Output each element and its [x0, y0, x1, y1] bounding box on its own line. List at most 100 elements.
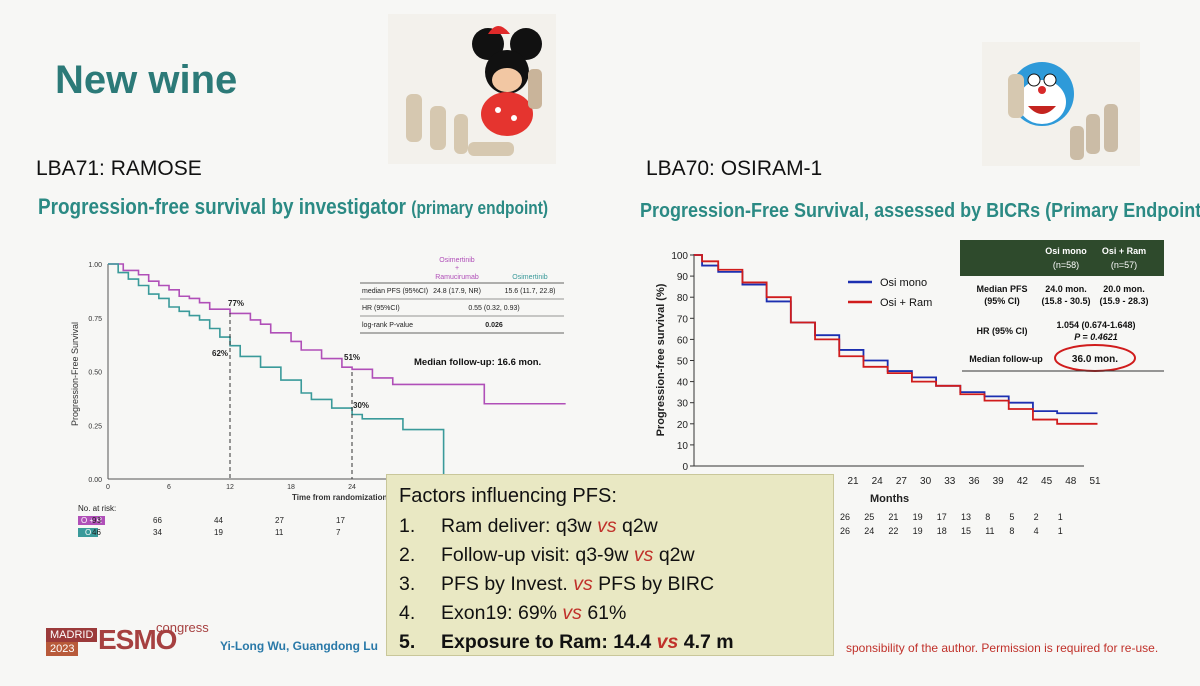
median-pfs-v1-ci: (15.8 - 30.5) — [1041, 296, 1090, 306]
right-km-chart: 0 10 20 30 40 50 60 70 80 90 100 21 24 27 30 33 36 39 42 4… — [655, 240, 1164, 505]
legend-col1-c: Ramucirumab — [435, 274, 479, 281]
factor-item-5: 5. Exposure to Ram: 14.4 vs 4.7 m — [399, 628, 833, 657]
right-x-tick: 24 — [872, 476, 884, 487]
right-y-tick: 0 — [682, 462, 688, 473]
factor-vs-4: vs — [562, 602, 582, 624]
left-chart-title-main: Progression-free survival by investigato… — [38, 194, 407, 219]
factor-item-3: 3. PFS by Invest. vs PFS by BIRC — [399, 570, 833, 599]
right-at-risk-cell: 15 — [961, 526, 972, 536]
curve-osi-ram — [694, 254, 1098, 425]
left-y-tick: 0.25 — [88, 423, 102, 430]
row-p-v1: 0.026 — [485, 322, 503, 329]
at-risk-cell: 11 — [275, 528, 284, 537]
right-study-label: LBA70: OSIRAM-1 — [646, 157, 823, 180]
right-y-label: Progression-free survival (%) — [655, 283, 667, 436]
header-col1-n: (n=58) — [1053, 260, 1079, 270]
factor-vs-2: vs — [633, 544, 654, 566]
right-y-tick: 60 — [677, 335, 689, 346]
right-at-risk: 26 25 21 19 17 13 8 5 2 1 26 24 22 19 18 15 11 8 4 1 — [840, 512, 1080, 542]
right-at-risk-cell: 17 — [936, 512, 947, 522]
right-y-tick: 70 — [677, 314, 689, 325]
right-at-risk-cell: 22 — [888, 526, 899, 536]
annotation-51: 51% — [344, 353, 360, 362]
right-table-header-bg — [960, 240, 1164, 276]
slide-title: New wine — [55, 58, 238, 102]
right-at-risk-cell: 1 — [1057, 512, 1063, 522]
legend-col2: Osimertinib — [512, 274, 548, 281]
esmo-brand: ESMO — [98, 624, 177, 655]
right-at-risk-cell: 18 — [936, 526, 947, 536]
left-x-tick: 0 — [106, 484, 110, 491]
median-pfs-v1: 24.0 mon. — [1045, 284, 1087, 294]
at-risk-cell: 7 — [336, 528, 341, 537]
curve-osimertinib — [108, 263, 445, 479]
right-y-tick: 80 — [677, 293, 689, 304]
esmo-year: 2023 — [46, 642, 79, 656]
row-p-label: log-rank P-value — [362, 322, 413, 329]
factor-text-1a: Ram deliver: q3w — [441, 515, 598, 537]
factor-num-2: 2. — [399, 544, 416, 566]
right-chart-title: Progression-Free Survival, assessed by B… — [640, 200, 1200, 222]
factor-item-1: 1. Ram deliver: q3w vs q2w — [399, 512, 833, 541]
header-col1: Osi mono — [1045, 246, 1087, 256]
right-at-risk-cell: 5 — [1009, 512, 1015, 522]
right-x-tick: 45 — [1041, 476, 1053, 487]
right-x-tick: 48 — [1065, 476, 1077, 487]
right-x-tick: 30 — [920, 476, 932, 487]
factor-num-5: 5. — [399, 631, 416, 653]
right-at-risk-cell: 19 — [912, 512, 923, 522]
right-x-tick: 51 — [1089, 476, 1101, 487]
factor-num-3: 3. — [399, 573, 416, 595]
factor-text-4a: Exon19: 69% — [441, 602, 563, 624]
right-y-tick: 90 — [677, 272, 689, 283]
p-value: P = 0.4621 — [1074, 332, 1117, 342]
right-at-risk-cell: 19 — [912, 526, 923, 536]
factor-text-3a: PFS by Invest. — [441, 573, 574, 595]
left-x-label: Time from randomization [ — [292, 493, 393, 502]
at-risk-cell: 93 — [92, 516, 101, 525]
right-x-tick: 21 — [847, 476, 859, 487]
footer-credit: Yi-Long Wu, Guangdong Lu — [220, 639, 378, 653]
factor-text-2b: q2w — [653, 544, 695, 566]
right-y-tick: 50 — [677, 357, 689, 368]
at-risk-group-mono: O — [78, 528, 99, 537]
left-y-tick: 0.00 — [88, 477, 102, 484]
hr-value: 1.054 (0.674-1.648) — [1056, 320, 1135, 330]
factor-text-5a: Exposure to Ram: 14.4 — [441, 631, 657, 653]
left-chart-title-suffix: (primary endpoint) — [411, 198, 549, 218]
left-at-risk: No. at risk: O + R O 93 66 44 27 17 46 34 19 11 7 — [78, 504, 388, 544]
factor-vs-3: vs — [573, 573, 593, 595]
curve-osimertinib-ramucirumab — [108, 263, 566, 405]
factor-text-5b: 4.7 m — [678, 631, 734, 653]
median-pfs-label2: (95% CI) — [984, 296, 1020, 306]
factors-box: Factors influencing PFS: 1. Ram deliver: … — [386, 474, 834, 656]
right-y-tick: 30 — [677, 399, 689, 410]
right-at-risk-cell: 1 — [1057, 526, 1063, 536]
median-pfs-label: Median PFS — [976, 284, 1027, 294]
factor-vs-5: vs — [656, 631, 679, 653]
esmo-brand-suffix: congress — [156, 620, 209, 635]
right-y-tick: 20 — [677, 420, 689, 431]
esmo-logo: MADRID 2023 ESMO congress — [46, 620, 216, 660]
at-risk-cell: 19 — [214, 528, 223, 537]
right-y-tick: 40 — [677, 378, 689, 389]
doraemon-wine-cartoon — [982, 42, 1140, 166]
annotation-62: 62% — [212, 349, 228, 358]
left-followup: Median follow-up: 16.6 mon. — [414, 357, 541, 368]
annotation-30: 30% — [353, 401, 369, 410]
right-x-tick: 36 — [968, 476, 980, 487]
legend-col1-a: Osimertinib — [439, 257, 475, 264]
header-col2: Osi + Ram — [1102, 246, 1146, 256]
right-x-tick: 33 — [944, 476, 956, 487]
median-pfs-v2-ci: (15.9 - 28.3) — [1099, 296, 1148, 306]
followup-label: Median follow-up — [969, 354, 1043, 364]
right-at-risk-cell: 8 — [985, 512, 991, 522]
hr-label: HR (95% CI) — [976, 326, 1027, 336]
right-at-risk-cell: 2 — [1033, 512, 1039, 522]
factor-vs-1: vs — [597, 515, 617, 537]
factor-text-3b: PFS by BIRC — [592, 573, 715, 595]
left-y-tick: 1.00 — [88, 262, 102, 269]
header-col2-n: (n=57) — [1111, 260, 1137, 270]
row-median-label: median PFS (95%CI) — [362, 288, 428, 295]
legend-col1-b: + — [455, 265, 459, 272]
